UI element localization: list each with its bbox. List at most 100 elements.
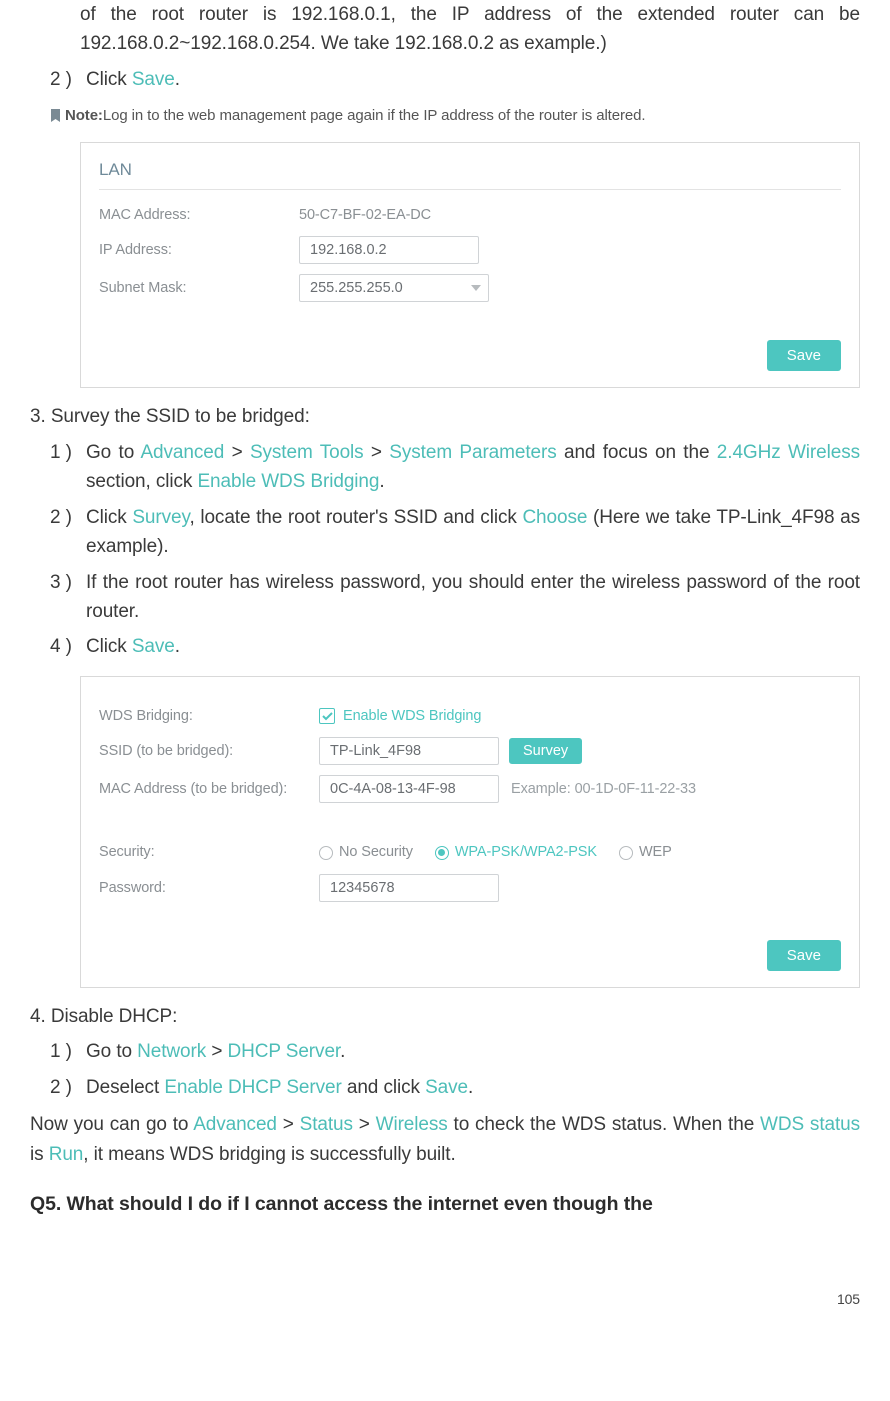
text: Click: [86, 636, 132, 657]
save-highlight: Save: [132, 636, 175, 657]
ssid-row: SSID (to be bridged): Survey: [99, 737, 841, 765]
text: , it means WDS bridging is successfully …: [83, 1144, 455, 1165]
dhcp-server-highlight: DHCP Server: [228, 1041, 341, 1062]
step-3-2: 2 ) Click Survey, locate the root router…: [30, 503, 860, 562]
run-highlight: Run: [49, 1144, 84, 1165]
mask-select[interactable]: [299, 274, 489, 302]
q5-heading: Q5. What should I do if I cannot access …: [30, 1189, 860, 1219]
check-icon: [322, 712, 333, 721]
text: .: [468, 1077, 473, 1098]
password-row: Password:: [99, 874, 841, 902]
mask-label: Subnet Mask:: [99, 277, 299, 299]
text: .: [379, 471, 384, 492]
wds-bridging-row: WDS Bridging: Enable WDS Bridging: [99, 705, 841, 727]
step-number: 1 ): [50, 438, 86, 497]
ssid-input[interactable]: [319, 737, 499, 765]
wds-panel: WDS Bridging: Enable WDS Bridging SSID (…: [80, 676, 860, 988]
lan-panel: LAN MAC Address: 50-C7-BF-02-EA-DC IP Ad…: [80, 142, 860, 389]
mac-bridge-label: MAC Address (to be bridged):: [99, 778, 319, 800]
enable-dhcp-highlight: Enable DHCP Server: [164, 1077, 341, 1098]
advanced-highlight: Advanced: [140, 442, 224, 463]
text: and click: [342, 1077, 425, 1098]
bookmark-icon: [50, 109, 61, 123]
divider: [99, 189, 841, 190]
system-parameters-highlight: System Parameters: [389, 442, 556, 463]
wireless-highlight: Wireless: [376, 1114, 448, 1135]
text: is: [30, 1144, 49, 1165]
radio-label: No Security: [339, 841, 413, 863]
text: >: [224, 442, 250, 463]
survey-button[interactable]: Survey: [509, 738, 582, 764]
save-highlight: Save: [132, 69, 175, 90]
save-highlight: Save: [425, 1077, 468, 1098]
text: Click: [86, 507, 132, 528]
ssid-label: SSID (to be bridged):: [99, 740, 319, 762]
text: >: [353, 1114, 376, 1135]
text: >: [277, 1114, 300, 1135]
mac-bridge-row: MAC Address (to be bridged): Example: 00…: [99, 775, 841, 803]
lan-save-button[interactable]: Save: [767, 340, 841, 371]
step-number: 2 ): [50, 65, 86, 94]
step-number: 4 ): [50, 632, 86, 661]
enable-wds-label: Enable WDS Bridging: [343, 705, 481, 727]
advanced-highlight: Advanced: [193, 1114, 277, 1135]
text: Go to: [86, 442, 140, 463]
step-3-3: 3 ) If the root router has wireless pass…: [30, 568, 860, 627]
text: .: [175, 69, 180, 90]
radio-wep[interactable]: WEP: [619, 841, 672, 863]
mask-row: Subnet Mask:: [99, 274, 841, 302]
step-number: 3 ): [50, 568, 86, 627]
step-3-4: 4 ) Click Save.: [30, 632, 860, 661]
step-number: 2 ): [50, 503, 86, 562]
mac-example: Example: 00-1D-0F-11-22-33: [511, 778, 696, 800]
lan-title: LAN: [99, 157, 841, 183]
enable-wds-checkbox[interactable]: Enable WDS Bridging: [319, 705, 481, 727]
step-3-1: 1 ) Go to Advanced > System Tools > Syst…: [30, 438, 860, 497]
mac-row: MAC Address: 50-C7-BF-02-EA-DC: [99, 204, 841, 226]
security-label: Security:: [99, 841, 319, 863]
text: Go to: [86, 1041, 137, 1062]
page-number: 105: [30, 1289, 860, 1311]
wds-status-highlight: WDS status: [760, 1114, 860, 1135]
step-2-2: 2 ) Click Save.: [30, 65, 860, 94]
status-highlight: Status: [300, 1114, 353, 1135]
step-number: 1 ): [50, 1037, 86, 1066]
mac-label: MAC Address:: [99, 204, 299, 226]
radio-wpa[interactable]: WPA-PSK/WPA2-PSK: [435, 841, 597, 863]
note-label: Note:: [65, 104, 103, 127]
radio-label: WEP: [639, 841, 672, 863]
mac-value: 50-C7-BF-02-EA-DC: [299, 204, 431, 226]
section-3-head: 3. Survey the SSID to be bridged:: [30, 402, 860, 431]
system-tools-highlight: System Tools: [250, 442, 364, 463]
radio-label: WPA-PSK/WPA2-PSK: [455, 841, 597, 863]
radio-no-security[interactable]: No Security: [319, 841, 413, 863]
note-text: Log in to the web management page again …: [103, 104, 646, 127]
wds-bridging-label: WDS Bridging:: [99, 705, 319, 727]
text: >: [206, 1041, 227, 1062]
text: and focus on the: [557, 442, 717, 463]
closing-paragraph: Now you can go to Advanced > Status > Wi…: [30, 1110, 860, 1169]
chevron-down-icon: [471, 285, 481, 291]
step-4-1: 1 ) Go to Network > DHCP Server.: [30, 1037, 860, 1066]
text: Deselect: [86, 1077, 164, 1098]
text: If the root router has wireless password…: [86, 568, 860, 627]
ip-input[interactable]: [299, 236, 479, 264]
choose-highlight: Choose: [522, 507, 587, 528]
ip-label: IP Address:: [99, 239, 299, 261]
wds-save-button[interactable]: Save: [767, 940, 841, 971]
step-4-2: 2 ) Deselect Enable DHCP Server and clic…: [30, 1073, 860, 1102]
ip-row: IP Address:: [99, 236, 841, 264]
text: , locate the root router's SSID and clic…: [189, 507, 522, 528]
text: Click: [86, 69, 132, 90]
password-input[interactable]: [319, 874, 499, 902]
text: .: [175, 636, 180, 657]
network-highlight: Network: [137, 1041, 206, 1062]
section-4-head: 4. Disable DHCP:: [30, 1002, 860, 1031]
text: section, click: [86, 471, 197, 492]
security-row: Security: No Security WPA-PSK/WPA2-PSK W…: [99, 841, 841, 863]
password-label: Password:: [99, 877, 319, 899]
text: Now you can go to: [30, 1114, 193, 1135]
wireless-highlight: 2.4GHz Wireless: [717, 442, 860, 463]
text: .: [340, 1041, 345, 1062]
mac-bridge-input[interactable]: [319, 775, 499, 803]
